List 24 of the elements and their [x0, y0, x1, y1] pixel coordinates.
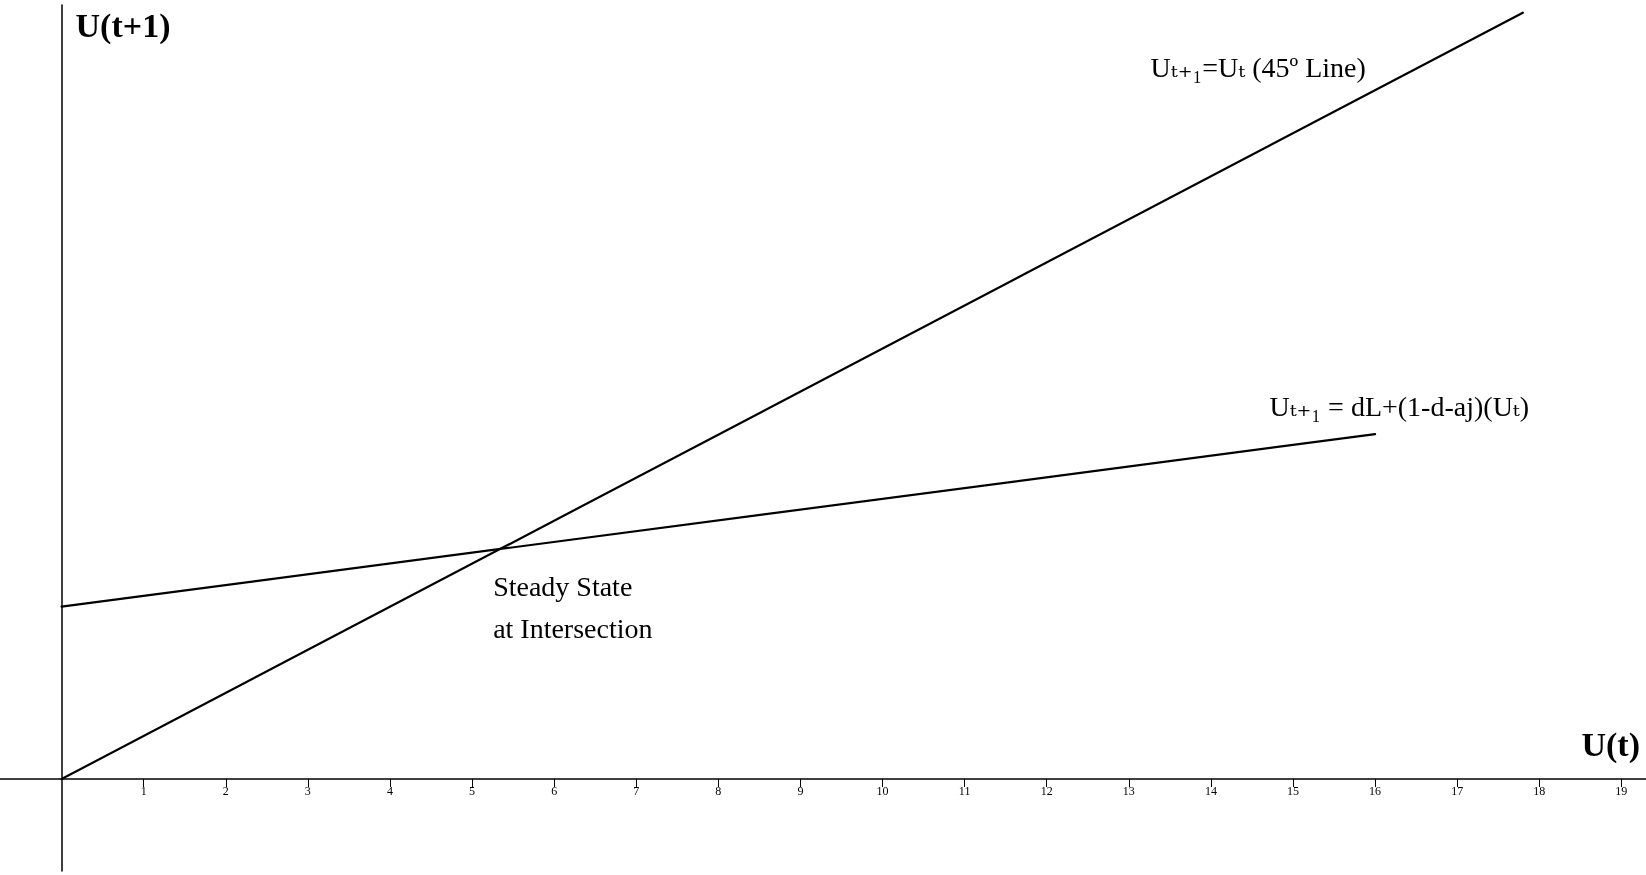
x-tick-label: 8: [715, 784, 722, 799]
x-axis-title: U(t): [1581, 725, 1641, 764]
annotation: Steady State at Intersection: [493, 570, 653, 644]
x-tick-label: 15: [1286, 784, 1299, 799]
x-tick-label: 11: [958, 784, 971, 799]
x-tick-label: 9: [797, 784, 804, 799]
y-axis-title: U(t+1): [75, 6, 171, 45]
x-tick-label: 18: [1533, 784, 1546, 799]
x-tick-label: 16: [1369, 784, 1382, 799]
x-tick-label: 19: [1615, 784, 1628, 799]
x-tick-label: 17: [1451, 784, 1464, 799]
x-tick-label: 1: [140, 784, 147, 799]
series-label: Uₜ₊₁ = dL+(1-d-aj)(Uₜ): [1269, 390, 1530, 422]
x-tick-label: 12: [1040, 784, 1053, 799]
x-tick-label: 5: [469, 784, 476, 799]
x-tick-label: 2: [222, 784, 229, 799]
x-tick-label: 10: [876, 784, 889, 799]
x-tick-label: 6: [551, 784, 558, 799]
x-tick-label: 3: [304, 784, 311, 799]
series-label: Uₜ₊₁=Uₜ (45º Line): [1150, 52, 1366, 84]
x-tick-label: 14: [1204, 784, 1217, 799]
x-tick-label: 7: [633, 784, 640, 799]
x-tick-label: 4: [386, 784, 393, 799]
x-tick-label: 13: [1122, 784, 1135, 799]
